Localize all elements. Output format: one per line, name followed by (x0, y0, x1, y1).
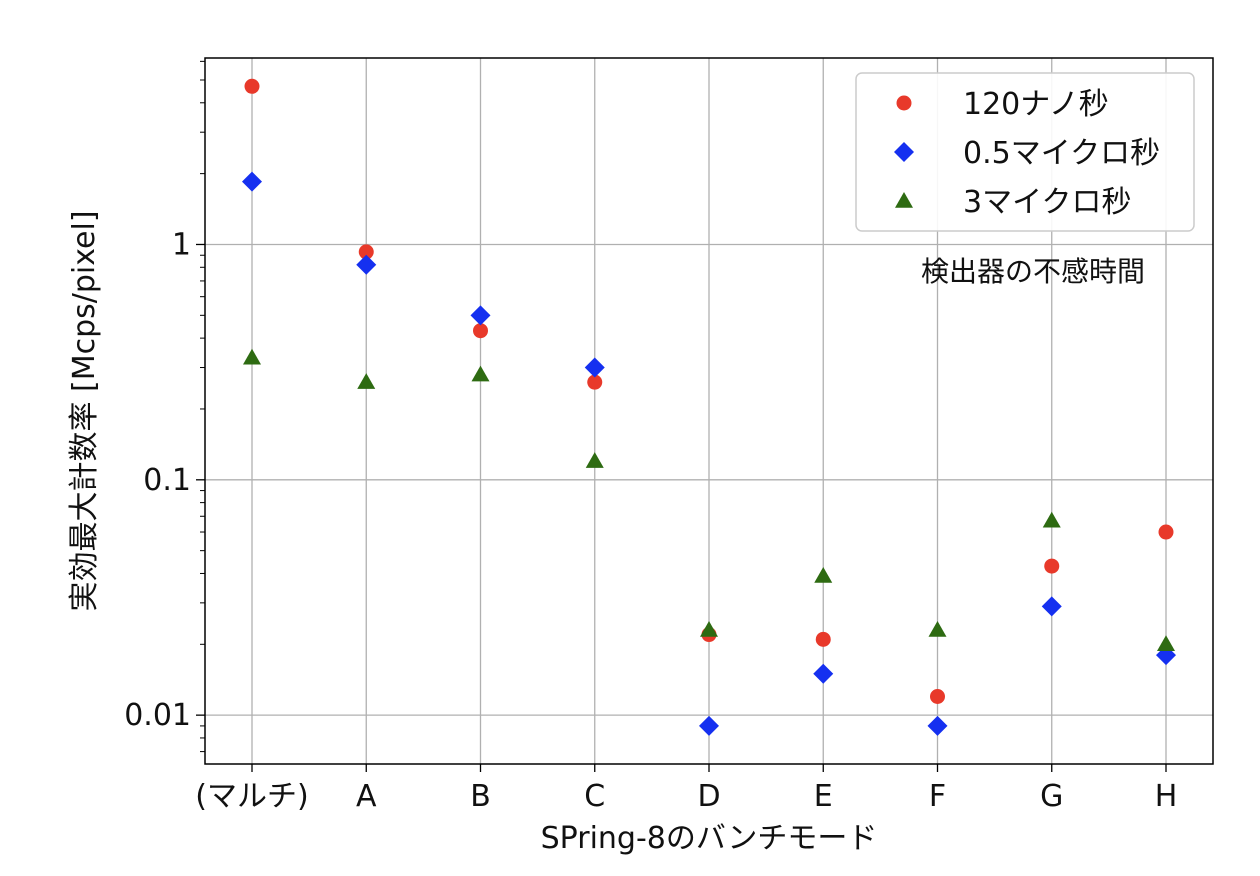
x-axis-label: SPring-8のバンチモード (541, 821, 878, 856)
legend-label: 0.5マイクロ秒 (963, 136, 1160, 171)
data-point-triangle (585, 452, 604, 468)
grid-lines (205, 58, 1213, 764)
data-point-triangle (357, 373, 376, 389)
data-point-circle (244, 78, 260, 94)
x-tick-label: D (697, 779, 720, 814)
y-tick-label: 1 (172, 227, 191, 262)
data-point-diamond (242, 171, 262, 192)
legend-label: 120ナノ秒 (963, 87, 1109, 122)
data-point-triangle (814, 567, 833, 583)
data-marks (242, 78, 1176, 736)
data-point-diamond (927, 715, 948, 736)
data-point-circle (1044, 558, 1060, 574)
data-point-triangle (471, 365, 490, 382)
legend-label: 3マイクロ秒 (963, 185, 1132, 220)
data-point-triangle (243, 348, 261, 365)
x-tick-label: F (929, 779, 946, 814)
data-point-circle (358, 244, 374, 260)
data-point-triangle (700, 621, 718, 637)
data-point-circle (587, 374, 603, 390)
data-point-diamond (813, 663, 834, 684)
x-tick-label: G (1040, 779, 1063, 814)
data-point-circle (815, 631, 831, 647)
legend-annotation: 検出器の不感時間 (921, 255, 1145, 288)
axis-ticks (196, 60, 1167, 772)
legend-box (855, 72, 1195, 232)
y-axis-label: 実効最大計数率 [Mcps/pixel] (67, 210, 102, 611)
y-tick-labels: 0.01 0.1 1 (124, 227, 191, 733)
legend: 120ナノ秒 0.5マイクロ秒 3マイクロ秒 (855, 72, 1195, 232)
data-point-circle (1158, 524, 1174, 540)
data-point-diamond (356, 254, 377, 275)
legend-marker-diamond (894, 142, 914, 162)
data-point-triangle (1042, 511, 1061, 528)
x-tick-label: H (1155, 779, 1178, 814)
y-tick-label: 0.1 (143, 463, 191, 498)
data-point-diamond (470, 305, 491, 326)
data-point-triangle (1157, 635, 1175, 652)
data-point-diamond (584, 357, 605, 378)
legend-marker-triangle (895, 192, 913, 208)
x-tick-label: E (814, 779, 833, 814)
data-point-diamond (699, 715, 719, 736)
x-tick-label: C (584, 779, 605, 814)
data-point-diamond (1041, 596, 1062, 617)
data-point-circle (930, 689, 945, 705)
data-point-triangle (928, 621, 947, 637)
x-tick-label: (マルチ) (195, 779, 308, 814)
x-tick-label: A (356, 779, 377, 814)
y-tick-label: 0.01 (124, 698, 191, 733)
legend-marker-circle (896, 95, 912, 111)
x-tick-label: B (470, 779, 491, 814)
data-point-circle (473, 323, 488, 339)
x-tick-labels: (マルチ) A B C D E F G H (195, 779, 1177, 814)
